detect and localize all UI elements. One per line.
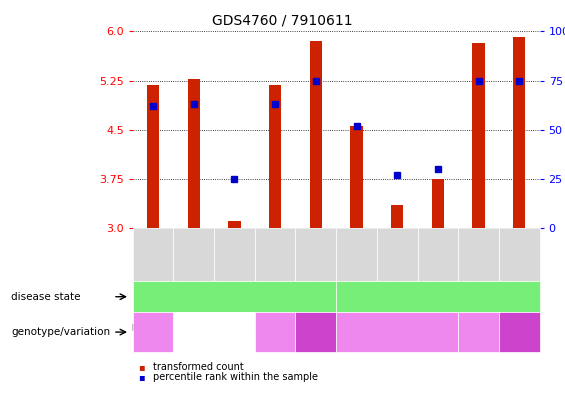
Bar — [147, 85, 159, 228]
Bar — [228, 221, 241, 228]
Text: phenotype
e: LumB: phenotype e: LumB — [458, 322, 499, 342]
Bar — [391, 205, 403, 228]
Bar — [350, 127, 363, 228]
Text: ▪: ▪ — [138, 362, 145, 373]
Text: true interval breast cancer: true interval breast cancer — [164, 292, 305, 302]
Text: genotype/variation: genotype/variation — [11, 327, 110, 337]
Text: transformed count: transformed count — [153, 362, 244, 373]
Text: phenotype:
pe: TN: phenotype: pe: TN — [132, 322, 175, 342]
Text: phenotype:
LumA: phenotype: LumA — [193, 322, 236, 342]
Bar — [472, 43, 485, 228]
Text: GDS4760 / 7910611: GDS4760 / 7910611 — [212, 14, 353, 28]
Text: disease state: disease state — [11, 292, 81, 302]
Bar — [188, 79, 200, 228]
Text: ▪: ▪ — [138, 372, 145, 382]
Text: phenotype
e: LumB: phenotype e: LumB — [255, 322, 295, 342]
Text: phenotype: LumA: phenotype: LumA — [363, 328, 431, 336]
Bar — [310, 41, 322, 228]
Bar — [513, 37, 525, 228]
Text: phenotype
e:
HER2+: phenotype e: HER2+ — [295, 317, 336, 347]
Bar — [269, 85, 281, 228]
Text: screen-detected breast cancer: screen-detected breast cancer — [358, 292, 518, 302]
Bar — [432, 179, 444, 228]
Text: phenotype
e:
HER2+: phenotype e: HER2+ — [499, 317, 540, 347]
Text: percentile rank within the sample: percentile rank within the sample — [153, 372, 318, 382]
